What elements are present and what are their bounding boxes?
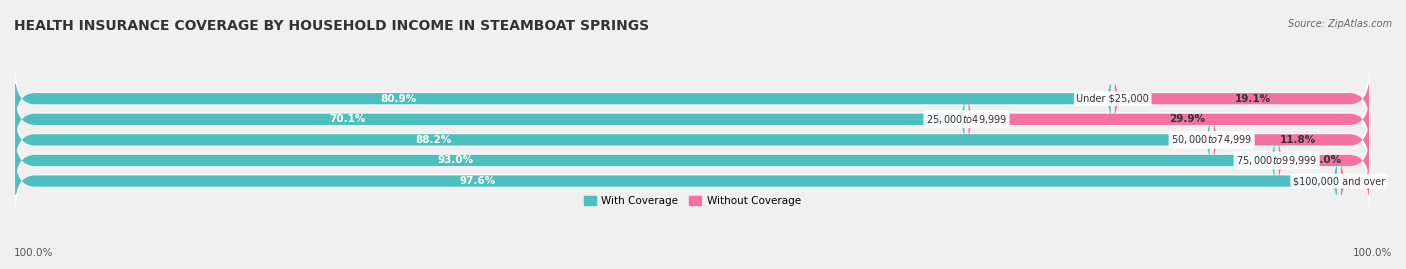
- Text: $100,000 and over: $100,000 and over: [1292, 176, 1385, 186]
- Text: Source: ZipAtlas.com: Source: ZipAtlas.com: [1288, 19, 1392, 29]
- FancyBboxPatch shape: [1278, 135, 1369, 186]
- FancyBboxPatch shape: [1213, 115, 1369, 165]
- Text: 80.9%: 80.9%: [381, 94, 416, 104]
- Text: 19.1%: 19.1%: [1234, 94, 1271, 104]
- FancyBboxPatch shape: [969, 94, 1369, 144]
- Text: $75,000 to $99,999: $75,000 to $99,999: [1236, 154, 1317, 167]
- Text: 100.0%: 100.0%: [14, 248, 53, 258]
- Legend: With Coverage, Without Coverage: With Coverage, Without Coverage: [579, 192, 804, 210]
- FancyBboxPatch shape: [15, 85, 1369, 154]
- Text: $25,000 to $49,999: $25,000 to $49,999: [927, 113, 1007, 126]
- FancyBboxPatch shape: [15, 115, 1209, 165]
- Text: Under $25,000: Under $25,000: [1077, 94, 1149, 104]
- FancyBboxPatch shape: [1115, 73, 1369, 124]
- Text: 2.4%: 2.4%: [1340, 176, 1369, 186]
- FancyBboxPatch shape: [15, 94, 965, 144]
- FancyBboxPatch shape: [15, 147, 1369, 215]
- FancyBboxPatch shape: [15, 65, 1369, 133]
- Text: HEALTH INSURANCE COVERAGE BY HOUSEHOLD INCOME IN STEAMBOAT SPRINGS: HEALTH INSURANCE COVERAGE BY HOUSEHOLD I…: [14, 19, 650, 33]
- Text: 88.2%: 88.2%: [415, 135, 451, 145]
- Text: 11.8%: 11.8%: [1279, 135, 1316, 145]
- FancyBboxPatch shape: [15, 126, 1369, 195]
- FancyBboxPatch shape: [15, 106, 1369, 174]
- FancyBboxPatch shape: [15, 156, 1337, 206]
- Text: 7.0%: 7.0%: [1312, 155, 1341, 165]
- Text: 97.6%: 97.6%: [460, 176, 496, 186]
- FancyBboxPatch shape: [15, 73, 1111, 124]
- Text: 29.9%: 29.9%: [1170, 114, 1205, 124]
- FancyBboxPatch shape: [1341, 156, 1369, 206]
- Text: 93.0%: 93.0%: [437, 155, 474, 165]
- Text: 70.1%: 70.1%: [329, 114, 366, 124]
- Text: 100.0%: 100.0%: [1353, 248, 1392, 258]
- FancyBboxPatch shape: [15, 135, 1275, 186]
- Text: $50,000 to $74,999: $50,000 to $74,999: [1171, 133, 1253, 146]
